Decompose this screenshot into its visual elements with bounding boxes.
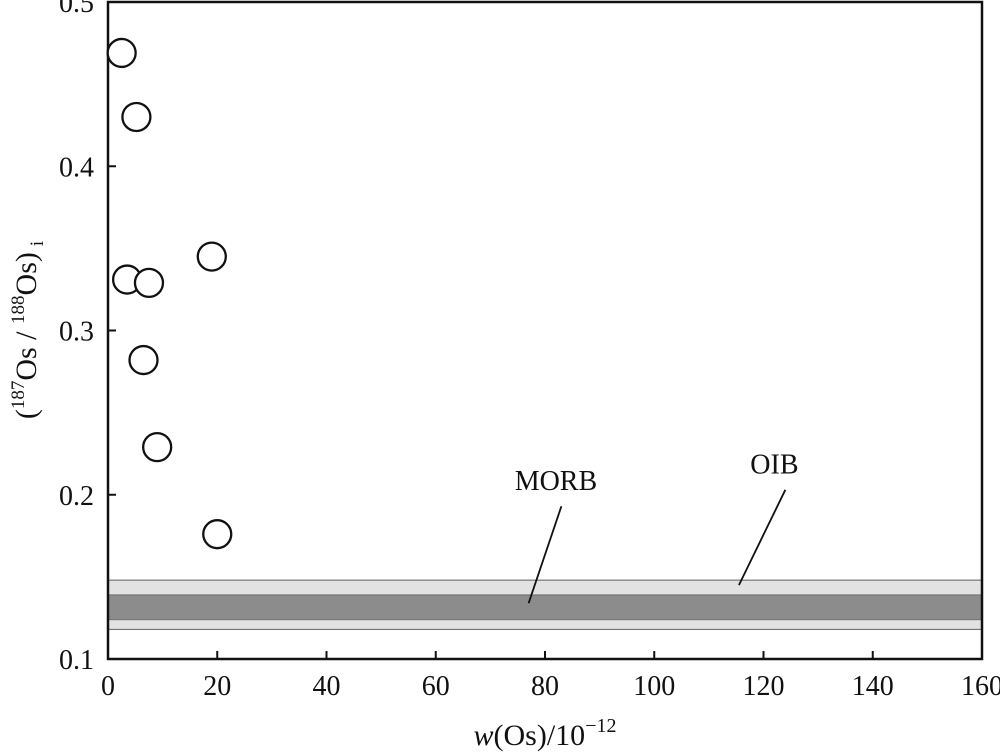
morb-leader-line xyxy=(527,505,563,604)
x-axis-label: w(Os)/10−12 xyxy=(474,715,617,752)
x-tick-label: 140 xyxy=(852,671,894,702)
x-tick-label: 120 xyxy=(743,671,785,702)
x-axis-label-italic: w xyxy=(474,719,494,752)
axis-ticks: 0 20 40 60 80 100 120 140 160 0.1 0.2 0.3 0.4 0.5 xyxy=(59,0,1000,702)
plot-frame xyxy=(106,0,984,661)
oib-annotation-label: OIB xyxy=(750,449,798,480)
y-axis-label-sup1: 187 xyxy=(8,381,29,410)
annotations: MORB OIB xyxy=(515,449,799,604)
y-axis-label-mid: Os / xyxy=(10,324,43,381)
x-tick-label: 20 xyxy=(203,671,231,702)
y-axis-label-sup2: 188 xyxy=(8,295,29,324)
y-tick-label: 0.1 xyxy=(59,645,94,676)
data-point xyxy=(121,101,152,133)
x-axis-label-main: (Os)/10 xyxy=(494,719,586,752)
x-tick-label: 160 xyxy=(961,671,1000,702)
data-point xyxy=(202,519,233,550)
y-tick-label: 0.2 xyxy=(59,481,94,512)
x-tick-label: 60 xyxy=(422,671,450,702)
data-point xyxy=(106,37,137,69)
y-axis-label-open: ( xyxy=(10,409,43,419)
x-tick-label: 100 xyxy=(633,671,675,702)
y-tick-label: 0.4 xyxy=(59,152,94,183)
morb-band xyxy=(107,594,983,621)
x-tick-label: 40 xyxy=(313,671,341,702)
data-point xyxy=(142,431,173,463)
morb-annotation-label: MORB xyxy=(515,466,597,497)
x-tick-label: 0 xyxy=(101,671,115,702)
y-tick-label: 0.5 xyxy=(59,0,94,19)
data-point xyxy=(196,241,227,272)
reference-bands xyxy=(107,579,983,631)
y-axis-label: (187Os / 188Os) i xyxy=(8,241,48,419)
data-point xyxy=(133,267,165,299)
x-tick-label: 80 xyxy=(531,671,559,702)
data-point xyxy=(128,344,159,376)
x-axis-label-exponent: −12 xyxy=(585,715,616,737)
oib-leader-line xyxy=(738,489,787,586)
y-axis-label-subscript: i xyxy=(27,241,48,246)
y-tick-label: 0.3 xyxy=(59,317,94,348)
y-axis-label-close: Os) xyxy=(10,252,43,295)
data-points xyxy=(106,37,233,550)
